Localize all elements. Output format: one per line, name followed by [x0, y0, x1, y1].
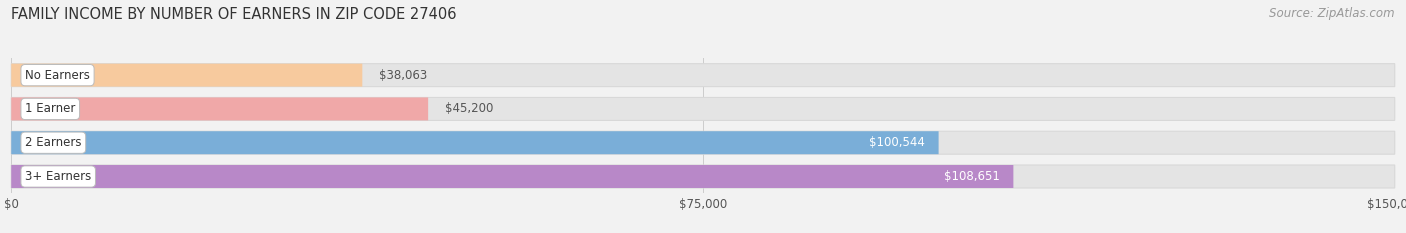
FancyBboxPatch shape	[11, 131, 1395, 154]
Text: 2 Earners: 2 Earners	[25, 136, 82, 149]
Text: $108,651: $108,651	[943, 170, 1000, 183]
Text: 1 Earner: 1 Earner	[25, 103, 76, 115]
FancyBboxPatch shape	[11, 97, 1395, 120]
FancyBboxPatch shape	[11, 64, 363, 87]
Text: Source: ZipAtlas.com: Source: ZipAtlas.com	[1270, 7, 1395, 20]
FancyBboxPatch shape	[11, 165, 1014, 188]
FancyBboxPatch shape	[11, 64, 1395, 87]
FancyBboxPatch shape	[11, 97, 429, 120]
Text: 3+ Earners: 3+ Earners	[25, 170, 91, 183]
Text: No Earners: No Earners	[25, 69, 90, 82]
Text: $38,063: $38,063	[380, 69, 427, 82]
FancyBboxPatch shape	[11, 131, 939, 154]
Text: FAMILY INCOME BY NUMBER OF EARNERS IN ZIP CODE 27406: FAMILY INCOME BY NUMBER OF EARNERS IN ZI…	[11, 7, 457, 22]
Text: $100,544: $100,544	[869, 136, 925, 149]
Text: $45,200: $45,200	[444, 103, 494, 115]
FancyBboxPatch shape	[11, 165, 1395, 188]
